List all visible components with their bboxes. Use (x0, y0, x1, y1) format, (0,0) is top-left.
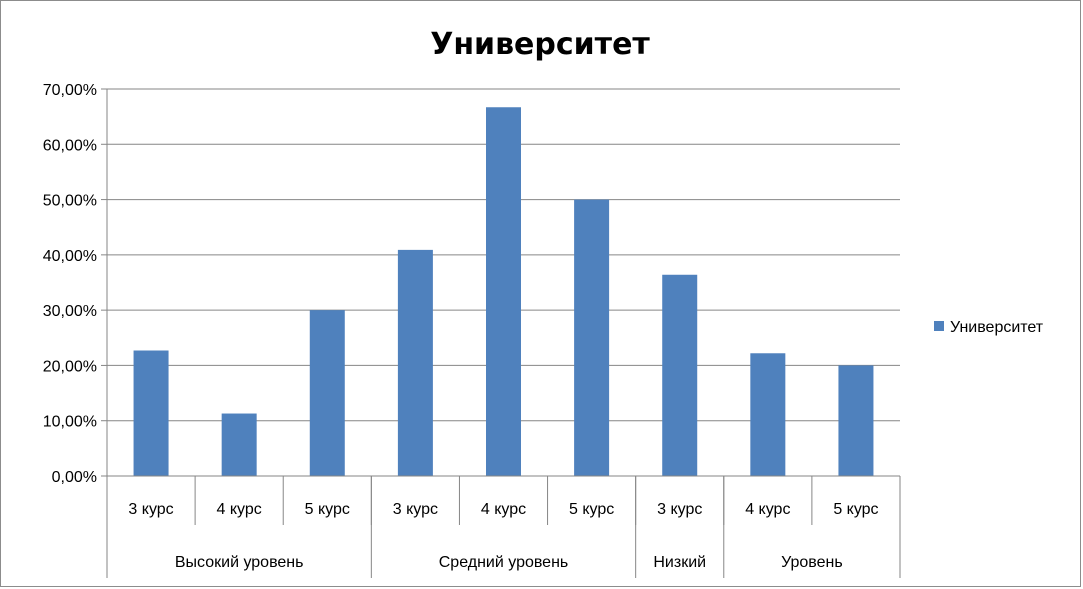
y-tick-label: 30,00% (43, 303, 97, 320)
category-label: 4 курс (481, 501, 526, 518)
legend: Университет (934, 319, 1044, 336)
bar (221, 413, 257, 476)
bar (133, 350, 169, 476)
group-label: Уровень (781, 554, 843, 571)
group-label: Средний уровень (439, 554, 569, 571)
bars (133, 107, 874, 477)
category-label: 3 курс (128, 501, 173, 518)
x-axis: 3 курс 4 курс 5 курс 3 курс 4 курс 5 курс 3 ку… (106, 475, 901, 578)
bar (309, 310, 345, 476)
group-label: Высокий уровень (175, 554, 304, 571)
y-tick-label: 50,00% (43, 193, 97, 210)
category-label: 5 курс (833, 501, 878, 518)
chart-title: Университет (430, 27, 650, 62)
y-tick-label: 40,00% (43, 248, 97, 265)
bar (662, 274, 698, 476)
category-label: 4 курс (217, 501, 262, 518)
legend-label: Университет (950, 319, 1044, 336)
y-tick-label: 10,00% (43, 414, 97, 431)
legend-swatch (934, 321, 944, 331)
category-label: 5 курс (569, 501, 614, 518)
category-label: 3 курс (657, 501, 702, 518)
y-tick-label: 70,00% (43, 82, 97, 99)
bar (838, 365, 874, 476)
y-tick-label: 0,00% (52, 469, 97, 486)
y-axis-tick-labels: 0,00% 10,00% 20,00% 30,00% 40,00% 50,00% 60,00… (43, 82, 97, 486)
bar (486, 107, 521, 476)
category-label: 5 курс (305, 501, 350, 518)
category-label: 4 курс (745, 501, 790, 518)
category-label: 3 курс (393, 501, 438, 518)
bar (750, 353, 786, 476)
bar (574, 199, 610, 477)
bar (397, 249, 433, 476)
group-label: Низкий (653, 554, 706, 571)
y-tick-label: 60,00% (43, 137, 97, 154)
y-tick-label: 20,00% (43, 358, 97, 375)
